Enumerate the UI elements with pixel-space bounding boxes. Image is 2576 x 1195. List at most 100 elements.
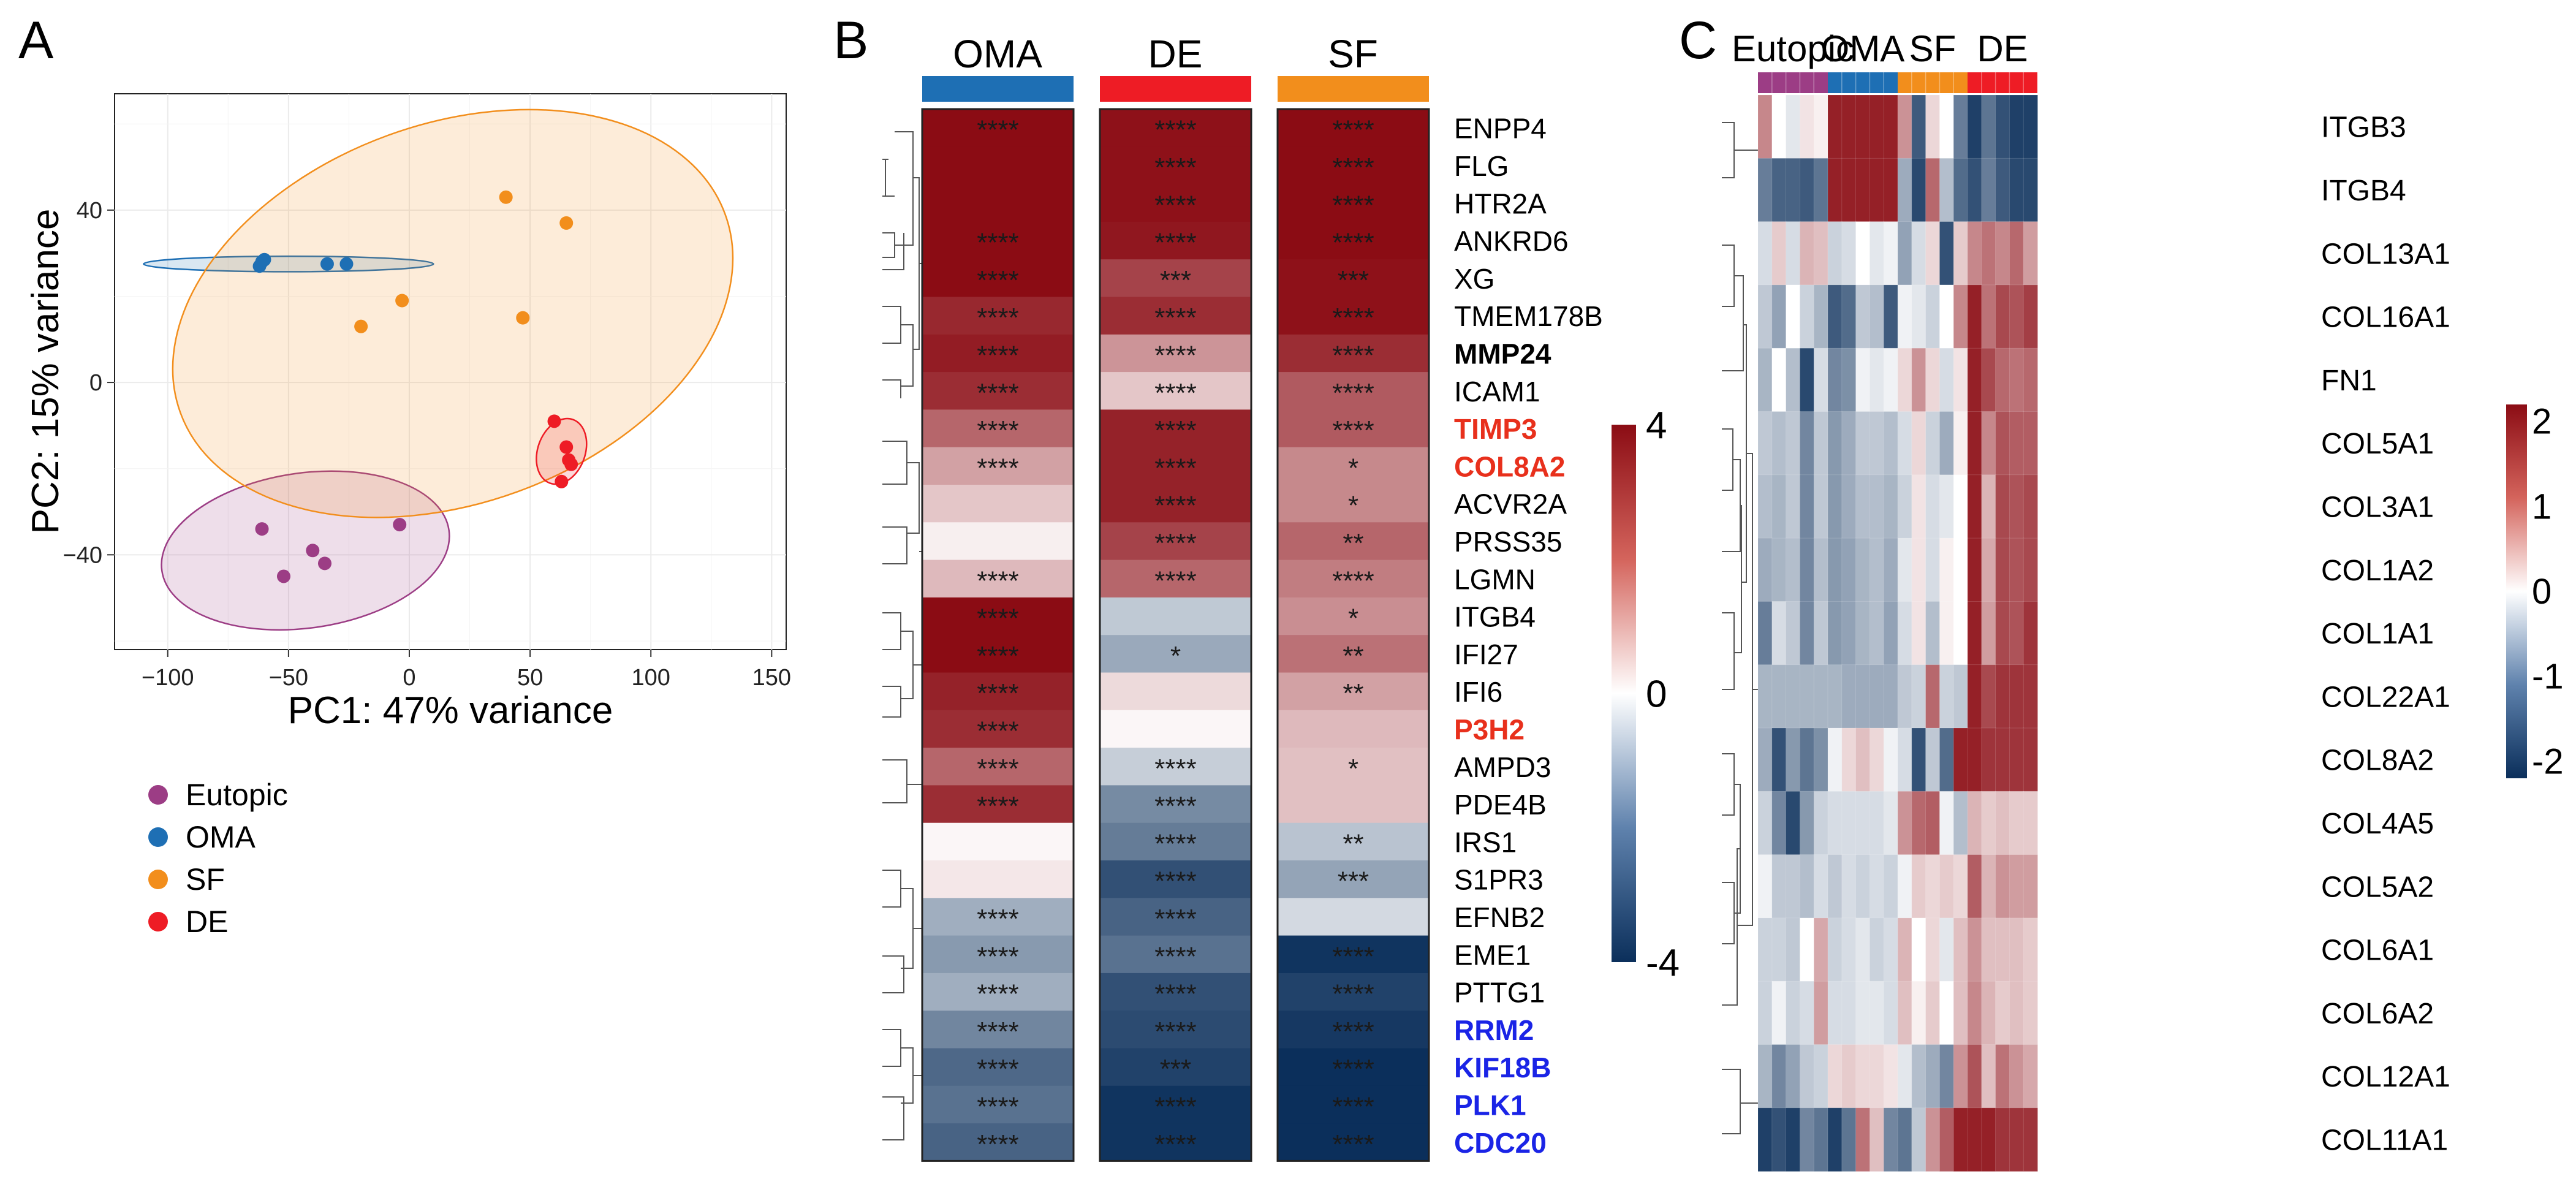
significance-mark: ****	[1332, 1054, 1374, 1084]
heatmap-b-cell	[1100, 372, 1251, 410]
heatmap-c-cell	[1953, 791, 1968, 855]
significance-mark: ****	[977, 904, 1019, 934]
heatmap-b-cell	[1278, 973, 1429, 1011]
heatmap-c-cell	[1757, 537, 1773, 602]
significance-mark: ****	[977, 641, 1019, 671]
heatmap-c-cell	[1995, 854, 2010, 919]
heatmap-b-cell	[922, 597, 1074, 635]
significance-mark: ****	[1154, 1017, 1197, 1047]
heatmap-c-cell	[1757, 791, 1773, 855]
heatmap-c-cell	[1799, 917, 1815, 982]
heatmap-c-cell	[2009, 157, 2025, 222]
pca-x-tick-label: 50	[517, 665, 543, 691]
heatmap-c-cell	[1757, 981, 1773, 1045]
heatmap-c-cell	[1827, 157, 1843, 222]
heatmap-c-cell	[1995, 347, 2010, 412]
heatmap-b-color-scale-bar	[1612, 425, 1636, 962]
heatmap-c-cell	[1855, 284, 1871, 349]
heatmap-c-cell	[2009, 1044, 2025, 1109]
heatmap-c-cell	[1911, 347, 1926, 412]
heatmap-b-cell	[1278, 898, 1429, 936]
heatmap-c-cell	[2009, 791, 2025, 855]
row-label-c-itgb3: ITGB3	[2321, 112, 2406, 144]
row-label-tmem178b: TMEM178B	[1454, 300, 1603, 332]
heatmap-b-cell	[1100, 522, 1251, 561]
significance-mark: ****	[1154, 1129, 1197, 1159]
heatmap-c-cell	[1855, 791, 1871, 855]
significance-mark: ****	[1332, 228, 1374, 258]
significance-mark: ****	[1154, 153, 1197, 183]
row-label-c-col5a1: COL5A1	[2321, 428, 2434, 460]
heatmap-c-cell	[1883, 981, 1898, 1045]
significance-mark: **	[1343, 829, 1363, 859]
heatmap-c-cell	[1827, 474, 1843, 539]
heatmap-c-cell	[1799, 221, 1815, 286]
heatmap-c-cell	[1827, 537, 1843, 602]
heatmap-c-cell	[1995, 474, 2010, 539]
heatmap-b-cell	[922, 485, 1074, 523]
heatmap-c-cell	[1897, 791, 1912, 855]
heatmap-c-cell	[1855, 411, 1871, 476]
heatmap-c-cell	[1953, 221, 1968, 286]
heatmap-c-cell	[1911, 411, 1926, 476]
pca-x-tick-label: −100	[142, 665, 194, 691]
heatmap-b-cell	[1100, 822, 1251, 861]
heatmap-c-cell	[1911, 601, 1926, 666]
heatmap-c-cell	[1967, 854, 1982, 919]
heatmap-c-cell	[1967, 157, 1982, 222]
heatmap-c-cell	[1855, 727, 1871, 792]
heatmap-c-cell	[1981, 157, 1996, 222]
heatmap-c-cell	[1995, 664, 2010, 729]
heatmap-c-cell	[1813, 284, 1828, 349]
significance-mark: ****	[977, 979, 1019, 1009]
heatmap-c-cell	[1925, 981, 1941, 1045]
significance-mark: ****	[977, 791, 1019, 821]
significance-mark: ****	[977, 453, 1019, 483]
heatmap-c-cell	[1771, 411, 1787, 476]
heatmap-c-cell	[1953, 664, 1968, 729]
heatmap-c-cell	[1953, 474, 1968, 539]
legend-c-tick-label: -1	[2532, 657, 2564, 697]
heatmap-c-cell	[1799, 284, 1815, 349]
heatmap-c-cell	[1967, 221, 1982, 286]
significance-mark: ****	[1154, 754, 1197, 784]
heatmap-c-cell	[1841, 664, 1857, 729]
heatmap-b-significance-marks: **** **** ******** ******** ******** **** ****…	[977, 115, 1374, 1159]
heatmap-c-cell	[1757, 474, 1773, 539]
significance-mark: ****	[977, 604, 1019, 634]
heatmap-c-cell	[2009, 601, 2025, 666]
significance-mark: ***	[1160, 265, 1191, 295]
pca-point-sf	[559, 216, 574, 230]
legend-b-tick-label: -4	[1646, 942, 1680, 984]
heatmap-c-cell	[1981, 94, 1996, 159]
heatmap-c-cell	[1813, 1044, 1828, 1109]
heatmap-c-cell	[1827, 347, 1843, 412]
heatmap-b-cell	[1100, 334, 1251, 373]
group-header-de: DE	[1977, 28, 2028, 69]
heatmap-c-cell	[1827, 1107, 1843, 1172]
significance-mark: *	[1348, 491, 1358, 521]
significance-mark: ****	[1332, 190, 1374, 220]
heatmap-c-cell	[1995, 917, 2010, 982]
heatmap-c-cell	[1939, 221, 1955, 286]
heatmap-c-cell	[1771, 791, 1787, 855]
heatmap-c-cell	[1911, 94, 1926, 159]
column-color-bar-sf	[1278, 76, 1429, 102]
pca-x-tick-label: −50	[269, 665, 308, 691]
heatmap-c-cell	[1911, 1107, 1926, 1172]
heatmap-c-cell	[1771, 221, 1787, 286]
heatmap-c-cell	[1911, 854, 1926, 919]
pca-plot-frame	[114, 93, 787, 650]
heatmap-c-cell	[1771, 601, 1787, 666]
heatmap-c-cell	[1925, 1044, 1941, 1109]
row-label-c-col1a1: COL1A1	[2321, 618, 2434, 650]
pca-x-tick-label: 0	[403, 665, 415, 691]
heatmap-c-cell	[1981, 854, 1996, 919]
heatmap-c-cell	[1799, 854, 1815, 919]
heatmap-c-cell	[1883, 347, 1898, 412]
heatmap-c-cell	[1827, 94, 1843, 159]
heatmap-b-cell	[1278, 485, 1429, 523]
significance-mark: *	[1348, 453, 1358, 483]
heatmap-c-cell	[1786, 1107, 1801, 1172]
heatmap-b-cell	[1100, 672, 1251, 711]
